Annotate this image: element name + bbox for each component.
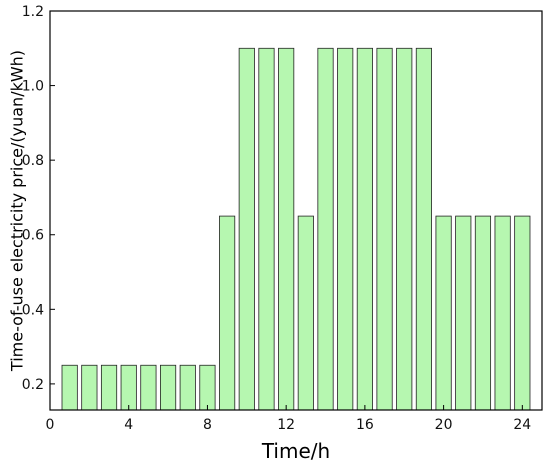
x-tick-label: 0 <box>46 417 55 433</box>
bar-hour-22 <box>474 215 492 411</box>
bar-hour-17 <box>376 47 393 411</box>
bar-hour-13 <box>297 215 314 411</box>
bar-hour-9 <box>219 215 236 411</box>
y-tick-label: 0.2 <box>22 377 44 393</box>
bar-hour-2 <box>81 364 98 411</box>
tick-labels-layer: 0 4 8 12 16 20 24 0.2 0.4 0.6 0.8 1.0 1.2 <box>22 4 532 433</box>
y-tick-label: 0.4 <box>22 302 44 318</box>
bar-hour-15 <box>337 47 354 411</box>
bar-hour-16 <box>356 47 373 411</box>
y-tick-label: 0.6 <box>22 228 44 244</box>
bar-hour-6 <box>159 364 177 411</box>
bar-hour-4 <box>120 364 137 411</box>
bar-hour-10 <box>238 47 255 411</box>
ticks-layer <box>49 10 523 410</box>
x-tick-label: 16 <box>356 417 374 433</box>
x-axis-title: Time/h <box>261 439 330 463</box>
bar-hour-20 <box>435 215 452 411</box>
bar-hour-3 <box>100 364 118 411</box>
bar-hour-24 <box>514 215 531 411</box>
bar-hour-18 <box>396 47 413 411</box>
bar-hour-11 <box>258 47 275 411</box>
x-tick-label: 8 <box>203 417 212 433</box>
bar-hour-5 <box>140 364 157 411</box>
x-tick-label: 24 <box>513 417 531 433</box>
bar-hour-7 <box>179 364 196 411</box>
plot-frame <box>49 10 543 411</box>
y-tick-label: 1.0 <box>22 79 44 95</box>
x-tick-label: 20 <box>435 417 453 433</box>
y-tick-label: 1.2 <box>22 4 44 20</box>
y-axis-title: Time-of-use electricity price/(yuan/kWh) <box>8 50 27 372</box>
bars-layer <box>61 47 531 411</box>
bar-hour-1 <box>61 364 78 411</box>
bar-hour-12 <box>278 47 295 411</box>
bar-hour-14 <box>317 47 334 411</box>
bar-hour-8 <box>199 364 216 411</box>
x-tick-label: 4 <box>124 417 133 433</box>
bar-hour-21 <box>455 215 472 411</box>
bar-hour-23 <box>494 215 511 411</box>
y-tick-label: 0.8 <box>22 153 44 169</box>
bar-hour-19 <box>415 47 432 411</box>
x-tick-label: 12 <box>277 417 295 433</box>
